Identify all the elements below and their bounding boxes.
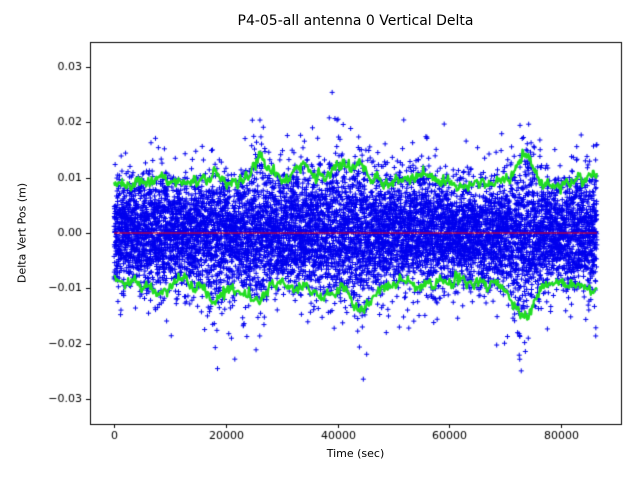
x-axis-label: Time (sec)	[326, 447, 385, 460]
chart-title: P4-05-all antenna 0 Vertical Delta	[237, 13, 474, 29]
y-axis-label: Delta Vert Pos (m)	[15, 182, 29, 284]
